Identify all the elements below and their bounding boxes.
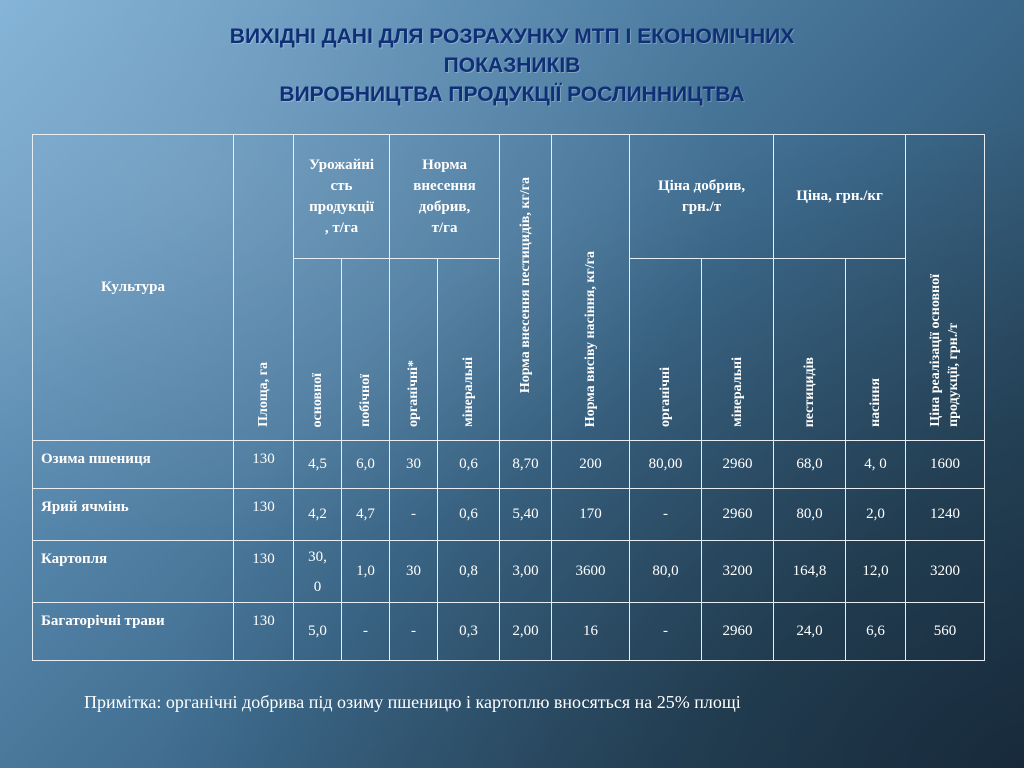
cell-fert-org: -: [389, 602, 439, 661]
cell-fp-org: 80,0: [629, 540, 703, 603]
sale-price-line-1: Ціна реалізації основної: [928, 274, 944, 427]
header-fert-price: Ціна добрив, грн./т: [629, 134, 775, 259]
cell-yield-side: -: [340, 602, 391, 661]
cell-seed: 170: [551, 488, 631, 541]
header-pest-rate: Норма внесення пестицидів, кг/га: [499, 134, 553, 441]
cell-yield-main-line-1: 30,: [308, 548, 327, 565]
slide-title: ВИХІДНІ ДАНІ ДЛЯ РОЗРАХУНКУ МТП І ЕКОНОМ…: [0, 22, 1024, 109]
cell-price-seed: 4, 0: [845, 440, 907, 489]
cell-fert-min: 0,3: [437, 602, 501, 661]
cell-fp-min: 2960: [701, 440, 775, 489]
cell-pest: 2,00: [499, 602, 553, 661]
header-area: Площа, га: [233, 134, 294, 441]
cell-yield-main-line-2: 0: [313, 578, 322, 595]
header-yield: Урожайні сть продукції, т/га: [292, 134, 391, 259]
cell-seed: 3600: [551, 540, 631, 603]
cell-fert-min: 0,6: [437, 488, 501, 541]
cell-sale: 1600: [905, 440, 986, 489]
cell-sale: 3200: [905, 540, 986, 603]
header-price-pest: пестицидів: [773, 258, 847, 441]
cell-fp-org: -: [629, 602, 703, 661]
header-row-2: основної побічної органічні* мінеральні …: [33, 258, 985, 441]
cell-pest: 3,00: [499, 540, 553, 603]
title-line-1: ВИХІДНІ ДАНІ ДЛЯ РОЗРАХУНКУ МТП І ЕКОНОМ…: [229, 25, 795, 48]
cell-seed: 16: [551, 602, 631, 661]
cell-culture: Ярий ячмінь: [32, 488, 234, 541]
header-fert-rate: Норма внесення добрив, т/га: [389, 134, 501, 259]
input-data-table: Культура Площа, га Урожайні сть продукції,…: [32, 134, 986, 661]
cell-culture: Озима пшениця: [32, 440, 234, 489]
header-sale-price: Ціна реалізації основної продукції, грн./…: [905, 134, 986, 441]
header-yield-main: основної: [293, 258, 342, 441]
header-seed-rate: Норма висіву насіння, кг/га: [551, 134, 631, 441]
table-row: Озима пшениця 130 4,5 6,0 30 0,6 8,70 20…: [32, 440, 986, 489]
header-row-1: Культура Площа, га Урожайні сть продукції,…: [32, 134, 986, 441]
cell-price-seed: 2,0: [845, 488, 907, 541]
cell-price-pest: 80,0: [773, 488, 847, 541]
cell-fp-min: 2960: [701, 488, 775, 541]
cell-price-seed: 12,0: [845, 540, 907, 603]
cell-price-pest: 24,0: [773, 602, 847, 661]
title-line-2: ПОКАЗНИКІВ: [443, 54, 581, 77]
cell-fert-min: 0,8: [437, 540, 501, 603]
header-fp-org: органічні: [629, 258, 703, 441]
cell-area: 130: [233, 440, 294, 489]
cell-culture: Багаторічні трави: [32, 602, 234, 661]
cell-area: 130: [233, 488, 294, 541]
table-row: Ярий ячмінь 130 4,2 4,7 - 0,6 5,40 170 -…: [32, 488, 986, 541]
header-culture: Культура: [32, 134, 234, 441]
header-price: Ціна, грн./кг: [773, 134, 907, 259]
cell-fert-min: 0,6: [437, 440, 501, 489]
cell-fp-min: 3200: [701, 540, 775, 603]
cell-price-pest: 68,0: [773, 440, 847, 489]
footnote: Примітка: органічні добрива під озиму пш…: [84, 692, 741, 712]
cell-yield-main: 4,5: [293, 440, 342, 489]
header-price-seed: насіння: [845, 258, 907, 441]
cell-pest: 5,40: [499, 488, 553, 541]
cell-area: 130: [233, 540, 294, 603]
cell-price-seed: 6,6: [845, 602, 907, 661]
table-row: Картопля 130 30, 0 1,0 30 0,8 3,00 3600 …: [32, 540, 986, 603]
cell-yield-main: 4,2: [293, 488, 342, 541]
cell-seed: 200: [551, 440, 631, 489]
cell-area: 130: [233, 602, 294, 661]
cell-fert-org: 30: [389, 540, 439, 603]
cell-fp-org: 80,00: [629, 440, 703, 489]
cell-yield-side: 4,7: [340, 488, 391, 541]
cell-pest: 8,70: [499, 440, 553, 489]
cell-yield-side: 6,0: [340, 440, 391, 489]
cell-sale: 1240: [905, 488, 986, 541]
header-fp-min: мінеральні: [701, 258, 775, 441]
cell-fp-org: -: [629, 488, 703, 541]
cell-fert-org: 30: [389, 440, 439, 489]
cell-yield-main: 5,0: [293, 602, 342, 661]
header-fert-min: мінеральні: [437, 258, 501, 441]
title-line-3: ВИРОБНИЦТВА ПРОДУКЦІЇ РОСЛИННИЦТВА: [279, 83, 745, 106]
cell-fp-min: 2960: [701, 602, 775, 661]
cell-yield-side: 1,0: [340, 540, 391, 603]
table-row: Багаторічні трави 130 5,0 - - 0,3 2,00 1…: [32, 602, 986, 661]
cell-fert-org: -: [389, 488, 439, 541]
sale-price-line-2: продукції, грн./т: [946, 323, 962, 427]
cell-culture: Картопля: [32, 540, 234, 603]
header-yield-side: побічної: [340, 258, 391, 441]
header-fert-org: органічні*: [389, 258, 439, 441]
cell-sale: 560: [905, 602, 986, 661]
cell-price-pest: 164,8: [773, 540, 847, 603]
cell-yield-main: 30, 0: [293, 540, 342, 603]
